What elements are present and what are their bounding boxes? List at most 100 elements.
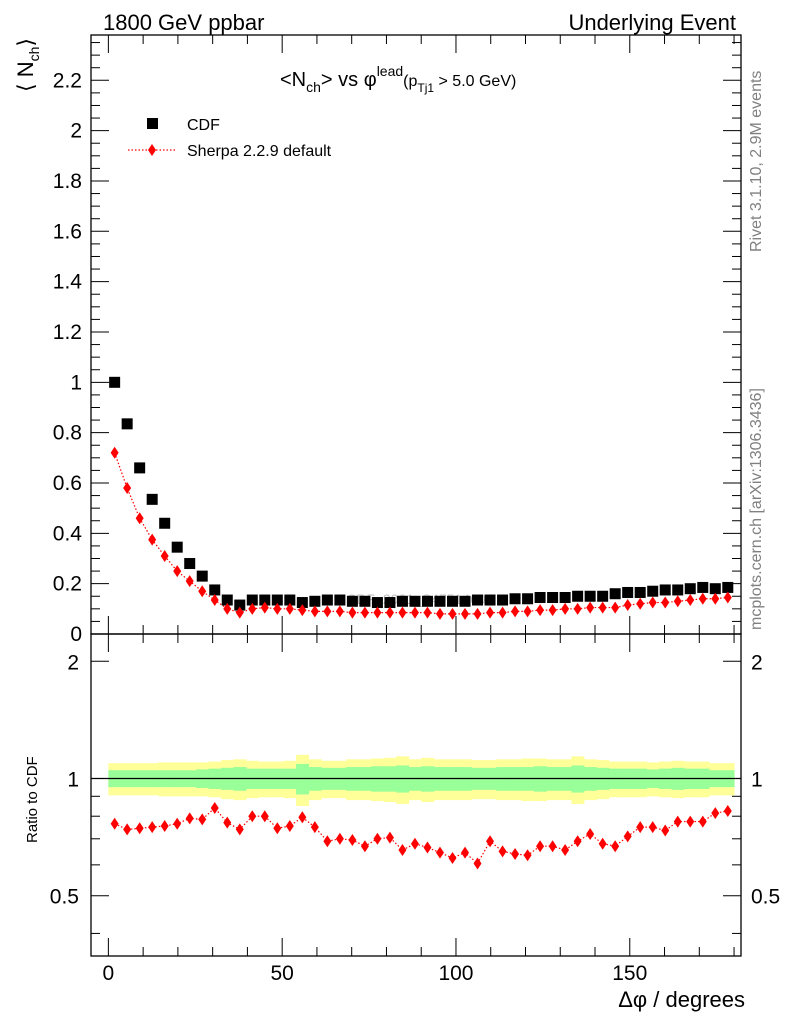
ratio-sherpa-point	[360, 840, 369, 853]
sherpa-point	[273, 602, 282, 615]
cdf-point	[371, 597, 383, 609]
main-mc-points	[110, 446, 732, 620]
sherpa-point	[210, 594, 219, 607]
ratio-ytick-label-right: 0.5	[751, 886, 780, 909]
main-ylabel: ⟨ Nch⟩	[13, 38, 42, 92]
sherpa-line	[114, 452, 728, 615]
cdf-point	[509, 593, 521, 605]
ratio-sherpa-point	[173, 817, 182, 830]
ratio-xlabel: Δφ / degrees	[618, 987, 745, 1012]
cdf-point	[634, 586, 646, 598]
cdf-point	[159, 517, 171, 529]
ratio-sherpa-point	[348, 834, 357, 847]
band-inner-bin	[296, 763, 310, 795]
cdf-point	[146, 493, 158, 505]
ratio-sherpa-point	[698, 815, 707, 828]
sherpa-point	[548, 604, 557, 617]
cdf-point	[409, 595, 421, 607]
ratio-sherpa-point	[498, 845, 507, 858]
main-data-points	[109, 376, 734, 611]
svg-text:⟨ Nch⟩: ⟨ Nch⟩	[13, 38, 42, 92]
ratio-ylabel: Ratio to CDF	[24, 756, 41, 843]
ratio-sherpa-point	[636, 821, 645, 834]
ratio-band-inner	[108, 763, 735, 795]
sherpa-point	[611, 601, 620, 614]
cdf-point	[234, 599, 246, 611]
cdf-point	[684, 583, 696, 595]
ratio-sherpa-point	[623, 830, 632, 843]
cdf-point	[396, 595, 408, 607]
ratio-sherpa-point	[160, 820, 169, 833]
sherpa-point	[323, 605, 332, 618]
cdf-point	[584, 590, 596, 602]
sherpa-point	[173, 565, 182, 578]
ratio-sherpa-point	[323, 835, 332, 848]
cdf-point	[622, 586, 634, 598]
cdf-point	[672, 584, 684, 596]
sherpa-point	[360, 606, 369, 619]
cdf-point	[434, 595, 446, 607]
sherpa-point	[185, 575, 194, 588]
sherpa-point	[298, 604, 307, 617]
main-ytick-label: 1.2	[53, 321, 82, 344]
main-panel: 00.20.40.60.811.21.41.61.822.2 CDF_2001_…	[13, 34, 742, 646]
cdf-point	[221, 594, 233, 606]
ratio-sherpa-point	[486, 835, 495, 848]
cdf-point	[184, 558, 196, 570]
ratio-sherpa-point	[461, 846, 470, 859]
ratio-sherpa-point	[435, 846, 444, 859]
header-left: 1800 GeV ppbar	[103, 10, 264, 35]
cdf-point	[722, 581, 734, 593]
sherpa-point	[198, 585, 207, 598]
sherpa-point	[285, 602, 294, 615]
ratio-sherpa-point	[248, 810, 257, 823]
sherpa-point	[711, 592, 720, 605]
sherpa-point	[110, 446, 119, 459]
main-ytick-label: 1.4	[53, 271, 83, 294]
cdf-point	[609, 588, 621, 600]
sherpa-point	[235, 606, 244, 619]
cdf-point	[647, 585, 659, 597]
cdf-point	[522, 593, 534, 605]
mcplots-label: mcplots.cern.ch [arXiv:1306.3436]	[748, 388, 765, 630]
ratio-sherpa-point	[523, 849, 532, 862]
legend-mc-label: Sherpa 2.2.9 default	[187, 143, 332, 160]
ratio-sherpa-point	[711, 807, 720, 820]
sherpa-point	[561, 602, 570, 615]
ratio-sherpa-point	[210, 801, 219, 814]
sherpa-point	[248, 602, 257, 615]
sherpa-point	[636, 597, 645, 610]
cdf-point	[246, 594, 258, 606]
cdf-point	[359, 595, 371, 607]
ratio-mc-points	[110, 801, 732, 870]
cdf-point	[484, 594, 496, 606]
ratio-sherpa-point	[298, 811, 307, 824]
main-ytick-label: 0	[70, 623, 82, 646]
sherpa-point	[698, 592, 707, 605]
main-ytick-label: 0.4	[53, 522, 83, 545]
cdf-point	[259, 594, 271, 606]
ratio-sherpa-point	[561, 844, 570, 857]
ratio-sherpa-point	[223, 816, 232, 829]
sherpa-point	[410, 606, 419, 619]
rivet-label: Rivet 3.1.10, 2.9M events	[748, 71, 765, 252]
ratio-sherpa-point	[373, 832, 382, 845]
sherpa-point	[623, 599, 632, 612]
sherpa-point	[385, 606, 394, 619]
ratio-ytick-labels: 0.5 1 2	[50, 651, 79, 908]
cdf-point	[296, 597, 308, 609]
ratio-sherpa-line	[114, 807, 728, 865]
ratio-sherpa-point	[123, 823, 132, 836]
sherpa-point	[423, 606, 432, 619]
sherpa-point	[135, 512, 144, 525]
ratio-sherpa-point	[548, 840, 557, 853]
sherpa-point	[486, 606, 495, 619]
sherpa-point	[673, 595, 682, 608]
main-ytick-label: 1	[70, 371, 82, 394]
cdf-point	[446, 595, 458, 607]
sherpa-point	[223, 602, 232, 615]
ratio-sherpa-point	[611, 840, 620, 853]
ratio-panel: 0.5 1 2 0.5 1 2 0 50 100 150 Ratio to CDF Δφ / …	[24, 633, 780, 1012]
sherpa-point	[598, 601, 607, 614]
